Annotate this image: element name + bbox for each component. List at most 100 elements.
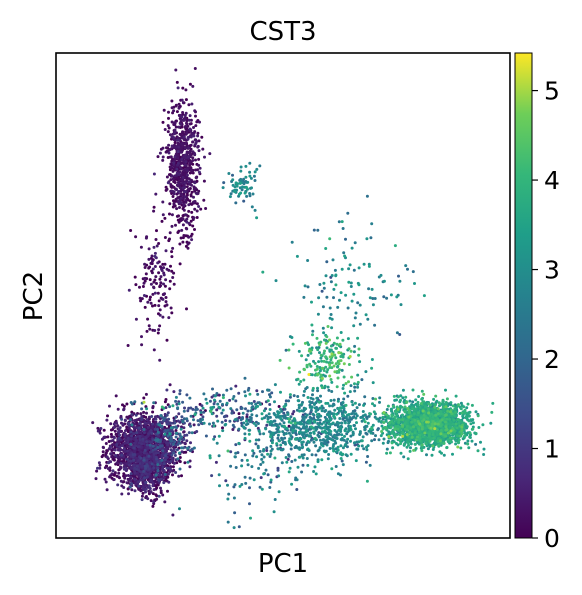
data-point	[279, 448, 283, 452]
data-point	[277, 474, 281, 478]
data-point	[288, 466, 292, 470]
data-point	[197, 139, 201, 143]
data-point	[397, 274, 400, 278]
data-point	[293, 458, 297, 462]
data-point	[346, 306, 350, 310]
data-point	[366, 421, 370, 425]
data-point	[117, 475, 121, 479]
data-point	[177, 412, 181, 416]
data-point	[198, 166, 202, 170]
data-point	[190, 183, 193, 187]
data-point	[399, 303, 403, 307]
data-point	[245, 413, 249, 417]
data-point	[300, 402, 304, 406]
data-point	[177, 229, 181, 233]
data-point	[157, 271, 161, 275]
data-point	[160, 269, 164, 272]
data-point	[193, 186, 197, 190]
data-point	[183, 113, 187, 117]
data-point	[357, 440, 361, 444]
data-point	[156, 430, 160, 434]
data-point	[317, 360, 321, 364]
data-point	[104, 442, 108, 445]
data-point	[151, 267, 155, 271]
data-point	[202, 179, 206, 183]
data-point	[164, 300, 168, 304]
data-point	[232, 496, 236, 500]
data-point	[406, 267, 409, 271]
data-point	[184, 124, 188, 128]
data-point	[163, 432, 167, 436]
data-point	[310, 406, 314, 409]
data-point	[142, 469, 146, 473]
data-point	[371, 381, 375, 385]
data-point	[258, 449, 262, 453]
data-point	[115, 442, 119, 446]
data-point	[312, 403, 316, 406]
data-point	[329, 399, 333, 402]
data-point	[252, 451, 256, 455]
data-point	[183, 173, 187, 177]
data-point	[136, 445, 140, 449]
data-point	[336, 399, 340, 403]
data-point	[234, 466, 238, 469]
data-point	[178, 432, 182, 436]
data-point	[122, 472, 126, 476]
data-point	[153, 329, 157, 332]
data-point	[353, 401, 357, 405]
data-point	[154, 451, 158, 455]
data-point	[121, 422, 125, 426]
data-point	[172, 199, 175, 203]
data-point	[167, 480, 171, 484]
data-point	[479, 440, 482, 444]
data-point	[231, 397, 235, 401]
data-point	[365, 417, 369, 420]
data-point	[248, 174, 252, 178]
data-point	[190, 190, 194, 194]
data-point	[158, 423, 162, 427]
data-point	[188, 122, 192, 126]
data-point	[353, 344, 357, 348]
data-point	[203, 155, 206, 159]
data-point	[168, 432, 172, 436]
data-point	[308, 400, 312, 404]
data-point	[161, 449, 165, 453]
data-point	[302, 393, 306, 397]
data-point	[170, 106, 174, 110]
data-point	[138, 296, 142, 300]
data-point	[260, 453, 264, 457]
data-point	[157, 299, 161, 303]
data-point	[147, 257, 151, 261]
data-point	[165, 146, 168, 150]
data-point	[150, 426, 154, 429]
data-point	[262, 448, 266, 451]
data-point	[178, 392, 182, 396]
data-point	[247, 401, 251, 405]
data-point	[134, 283, 138, 287]
data-point	[325, 434, 329, 438]
data-point	[182, 203, 186, 207]
data-point	[233, 483, 237, 487]
data-point	[150, 271, 154, 275]
data-point	[137, 426, 141, 430]
data-point	[331, 446, 335, 450]
data-point	[164, 296, 168, 299]
data-point	[174, 104, 178, 108]
data-point	[288, 395, 292, 399]
data-point	[237, 441, 241, 445]
data-point	[220, 420, 224, 424]
data-point	[430, 453, 434, 457]
data-point	[169, 155, 173, 159]
data-point	[251, 449, 255, 453]
data-point	[108, 475, 112, 479]
data-point	[163, 458, 167, 462]
data-point	[255, 455, 259, 459]
data-point	[133, 419, 137, 423]
data-point	[349, 428, 353, 432]
data-point	[143, 464, 147, 468]
data-point	[188, 465, 192, 469]
data-point	[145, 443, 149, 447]
data-point	[178, 451, 181, 455]
data-point	[178, 437, 182, 441]
data-point	[243, 432, 247, 436]
